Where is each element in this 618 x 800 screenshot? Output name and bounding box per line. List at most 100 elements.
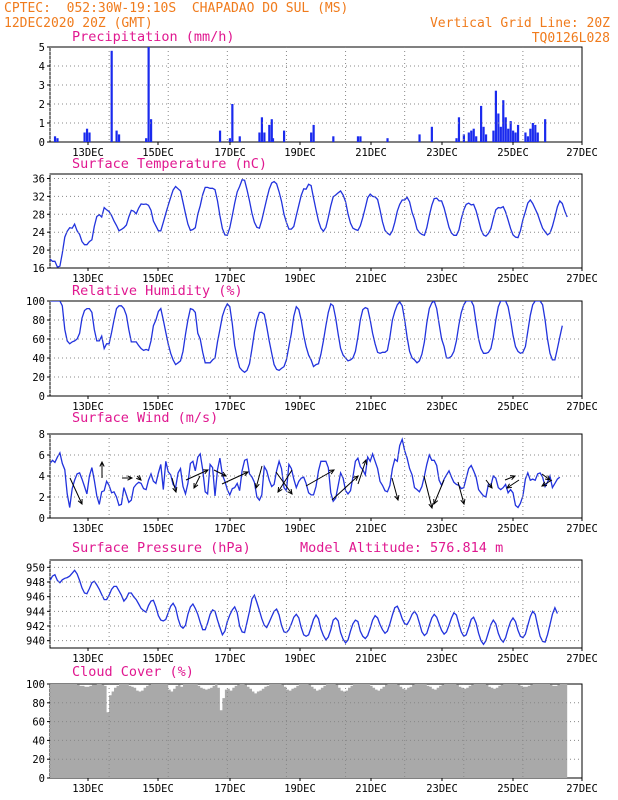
precipitation-ytick-label: 2 (39, 99, 45, 111)
pressure-panel: Surface Pressure (hPa) Model Altitude: 57… (26, 540, 598, 665)
pressure-ytick-label: 942 (26, 621, 45, 633)
cloud-cover-ytick-label: 60 (32, 717, 45, 729)
precipitation-bar (258, 132, 261, 142)
wind-arrow (423, 475, 433, 509)
pressure-xtick-label: 15DEC (142, 653, 174, 665)
wind-xtick-label: 13DEC (72, 523, 104, 535)
precipitation-bar (484, 134, 488, 142)
humidity-xtick-label: 21DEC (355, 401, 387, 413)
precipitation-bar (536, 132, 539, 142)
wind-arrow-head (287, 488, 293, 495)
wind-panel: Surface Wind (m/s) 0 2 4 6 8 13DEC 15DEC 17DEC 19… (39, 410, 598, 535)
cloud-cover-xtick-label: 17DEC (214, 783, 246, 795)
wind-arrow (357, 459, 367, 485)
pressure-xtick-label: 19DEC (284, 653, 316, 665)
precipitation-bar (457, 117, 461, 142)
precipitation-bar (268, 124, 271, 142)
wind-xtick-label: 17DEC (214, 523, 246, 535)
pressure-ytick-label: 940 (26, 636, 45, 648)
precipitation-bar (270, 119, 273, 142)
pressure-xtick-label: 23DEC (426, 653, 458, 665)
temperature-xtick-label: 25DEC (497, 273, 529, 285)
wind-xtick-label: 21DEC (355, 523, 387, 535)
wind-arrow (331, 475, 359, 501)
temperature-ytick-label: 28 (32, 209, 45, 221)
humidity-xtick-label: 27DEC (566, 401, 598, 413)
humidity-xtick-label: 13DEC (72, 401, 104, 413)
precipitation-xtick-label: 17DEC (214, 147, 246, 159)
pressure-xtick-label: 21DEC (355, 653, 387, 665)
precipitation-bar (282, 130, 286, 142)
humidity-ytick-label: 40 (32, 353, 45, 365)
precipitation-bar (263, 132, 266, 142)
wind-xtick-label: 19DEC (284, 523, 316, 535)
precipitation-xtick-label: 15DEC (142, 147, 174, 159)
wind-arrow (541, 473, 551, 481)
wind-arrow-head (99, 460, 105, 467)
pressure-title: Surface Pressure (hPa) (72, 540, 251, 556)
cloud-cover-title: Cloud Cover (%) (72, 664, 194, 680)
wind-ytick-label: 6 (39, 450, 45, 462)
pressure-ytick-label: 944 (26, 606, 45, 618)
precipitation-bar (430, 126, 433, 142)
wind-arrow-head (77, 498, 83, 506)
precipitation-bar (534, 124, 537, 142)
temperature-ytick-label: 24 (32, 227, 45, 239)
temperature-line (50, 179, 568, 268)
cloud-cover-area (50, 684, 568, 778)
wind-xtick-label: 15DEC (142, 523, 174, 535)
cloud-cover-ytick-label: 80 (32, 698, 45, 710)
wind-arrow (221, 471, 249, 485)
precipitation-bar (455, 138, 458, 142)
precipitation-bar (88, 132, 91, 142)
wind-arrow-head (328, 469, 335, 475)
humidity-ytick-label: 100 (26, 296, 45, 308)
header-run-date: 12DEC2020 20Z (GMT) (4, 16, 153, 31)
precipitation-bar (526, 136, 530, 142)
precipitation-xtick-label: 19DEC (284, 147, 316, 159)
wind-arrow (185, 469, 209, 481)
header-grid-line: Vertical Grid Line: 20Z (430, 16, 610, 31)
temperature-xtick-label: 15DEC (142, 273, 174, 285)
pressure-xtick-label: 27DEC (566, 653, 598, 665)
cloud-cover-xtick-label: 25DEC (497, 783, 529, 795)
precipitation-panel: Precipitation (mm/h) 0 1 2 3 4 5 13DEC 15DEC 17DE… (39, 29, 598, 159)
precipitation-bar (386, 138, 389, 142)
wind-arrow (193, 475, 201, 489)
pressure-xtick-label: 25DEC (497, 653, 529, 665)
cloud-cover-xtick-label: 27DEC (566, 783, 598, 795)
temperature-xtick-label: 23DEC (426, 273, 458, 285)
humidity-line (50, 301, 563, 374)
wind-arrow (69, 477, 83, 505)
wind-xtick-label: 27DEC (566, 523, 598, 535)
precipitation-bar (482, 126, 485, 142)
header-model-id: TQ0126L028 (532, 31, 610, 46)
wind-ytick-label: 0 (39, 513, 45, 525)
precipitation-xtick-label: 13DEC (72, 147, 104, 159)
pressure-annotation: Model Altitude: 576.814 m (300, 540, 503, 556)
precipitation-xtick-label: 27DEC (566, 147, 598, 159)
cloud-cover-xtick-label: 21DEC (355, 783, 387, 795)
pressure-ytick-label: 948 (26, 577, 45, 589)
humidity-ytick-label: 20 (32, 372, 45, 384)
humidity-ytick-label: 80 (32, 315, 45, 327)
temperature-title: Surface Temperature (nC) (72, 156, 267, 172)
precipitation-bar (504, 117, 507, 142)
wind-arrow (277, 469, 293, 493)
temperature-ytick-label: 36 (32, 173, 45, 185)
precipitation-bar (418, 134, 421, 142)
precipitation-bar (145, 138, 148, 142)
pressure-ytick-label: 950 (26, 562, 45, 574)
precipitation-title: Precipitation (mm/h) (72, 29, 235, 45)
precipitation-xtick-label: 25DEC (497, 147, 529, 159)
temperature-frame (49, 173, 583, 269)
wind-arrow-head (428, 503, 434, 510)
precipitation-bar (470, 130, 473, 142)
wind-arrow-head (544, 475, 551, 481)
wind-ytick-label: 8 (39, 429, 45, 441)
precipitation-bar (472, 128, 475, 142)
wind-arrow-head (277, 486, 283, 493)
wind-arrow (171, 477, 177, 493)
temperature-xtick-label: 17DEC (214, 273, 246, 285)
wind-arrow-head (172, 486, 178, 494)
